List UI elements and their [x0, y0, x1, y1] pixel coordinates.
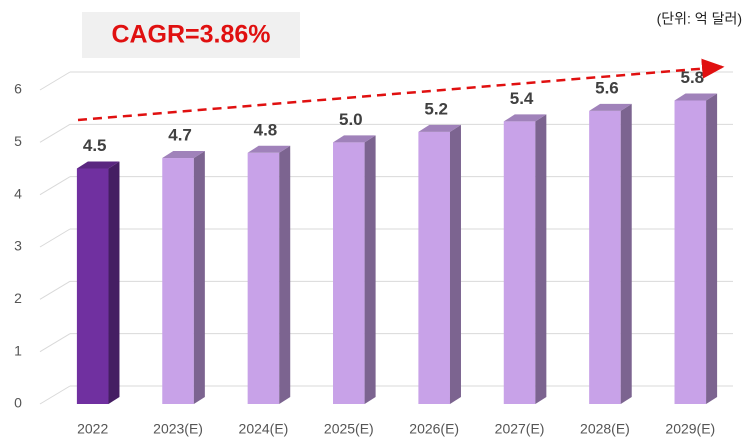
bar [418, 131, 450, 404]
bar-top [418, 124, 461, 132]
bar-side [108, 161, 120, 404]
y-tick-label: 0 [14, 395, 22, 411]
x-tick-label: 2028(E) [580, 421, 630, 437]
cagr-annotation: CAGR=3.86% [111, 21, 270, 49]
y-tick-label: 2 [14, 290, 22, 306]
bar-top [76, 161, 120, 169]
grid-line [39, 228, 71, 248]
bar-top [247, 145, 291, 153]
x-tick-label: 2025(E) [324, 421, 374, 437]
bar-top [503, 114, 547, 122]
value-label: 5.6 [595, 78, 619, 97]
trend-arrow [77, 58, 725, 122]
bar-side [279, 145, 291, 405]
value-label: 5.4 [510, 89, 534, 108]
bar-side [449, 124, 461, 404]
unit-note: (단위: 억 달러) [657, 11, 742, 27]
x-tick-label: 2022 [77, 421, 108, 437]
grid-line [39, 333, 71, 353]
bar-top [333, 135, 376, 143]
value-label: 4.8 [254, 120, 278, 139]
x-tick-label: 2027(E) [495, 421, 545, 437]
grid-line [39, 280, 71, 300]
grid-line [39, 176, 71, 196]
bar [589, 110, 621, 404]
bar [674, 100, 707, 404]
x-tick-label: 2024(E) [239, 421, 289, 437]
value-label: 4.5 [83, 136, 107, 155]
bar [162, 158, 194, 404]
value-label: 5.8 [680, 68, 704, 87]
grid-line [39, 123, 71, 143]
grid-line [39, 71, 71, 91]
bar [333, 142, 365, 405]
x-tick-label: 2023(E) [153, 421, 203, 437]
x-tick-label: 2029(E) [665, 421, 715, 437]
x-tick-label: 2026(E) [409, 421, 459, 437]
y-tick-label: 4 [14, 185, 22, 201]
bar [247, 152, 280, 404]
value-label: 5.2 [424, 99, 448, 118]
value-label: 5.0 [339, 110, 363, 129]
y-tick-label: 6 [14, 81, 22, 97]
bar-top [162, 151, 205, 159]
bar-side [620, 103, 632, 404]
bar-top [589, 103, 632, 111]
bar-side [364, 135, 376, 405]
value-label: 4.7 [168, 126, 192, 145]
bar-side [706, 93, 718, 404]
annotation-box [82, 12, 300, 58]
y-tick-label: 3 [14, 238, 22, 254]
bar [503, 121, 536, 405]
y-tick-label: 5 [14, 133, 22, 149]
bar-side [535, 114, 547, 405]
y-tick-label: 1 [14, 342, 22, 358]
bar-side [193, 151, 205, 404]
bar [76, 168, 109, 404]
bar-top [674, 93, 718, 101]
plot: 0 1 2 3 4 5 6 2022 4.5 2023(E) 4.7 2024(E) 4.8 2025(E… [14, 68, 733, 437]
grid-line [39, 385, 71, 405]
